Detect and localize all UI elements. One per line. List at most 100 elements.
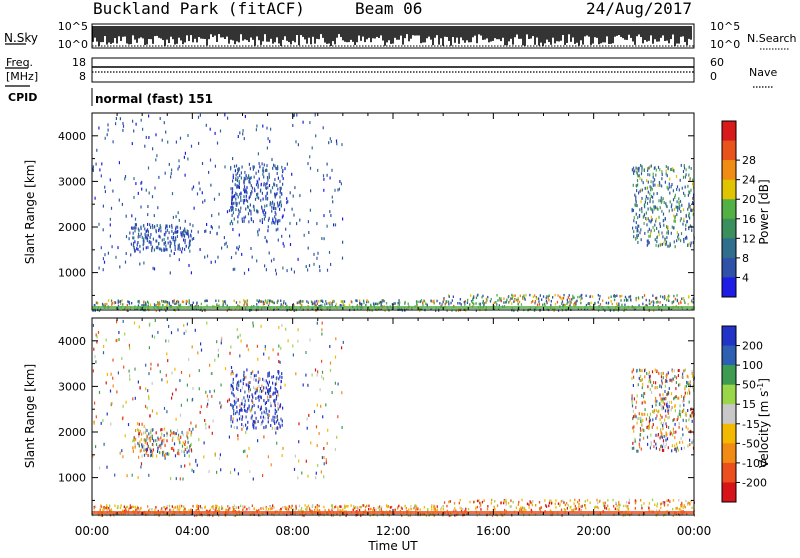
data-mark: [666, 185, 668, 189]
data-mark: [294, 454, 296, 458]
data-mark: [674, 409, 676, 413]
data-mark: [239, 131, 241, 135]
data-mark: [676, 213, 678, 217]
data-mark: [257, 405, 259, 409]
data-mark: [132, 236, 134, 240]
data-mark: [100, 421, 102, 425]
data-mark: [99, 308, 102, 311]
data-mark: [666, 379, 668, 383]
data-mark: [646, 223, 648, 227]
data-mark: [140, 181, 142, 185]
data-mark: [199, 505, 201, 508]
data-mark: [190, 448, 192, 452]
data-mark: [192, 504, 194, 508]
data-mark: [179, 413, 182, 417]
data-mark: [264, 345, 266, 348]
data-mark: [545, 299, 548, 303]
data-mark: [643, 213, 646, 217]
data-mark: [182, 441, 184, 445]
data-mark: [688, 214, 690, 218]
nave-tick-top: 60: [710, 56, 724, 69]
data-mark: [218, 506, 220, 509]
data-mark: [339, 505, 341, 508]
data-mark: [190, 508, 192, 511]
data-mark: [252, 220, 254, 224]
data-mark: [160, 229, 162, 233]
data-mark: [244, 409, 247, 413]
data-mark: [207, 402, 209, 406]
x-tick-label: 00:00: [75, 524, 110, 538]
data-mark: [648, 502, 651, 505]
data-mark: [646, 243, 648, 247]
data-mark: [659, 301, 661, 304]
data-mark: [152, 147, 154, 151]
data-mark: [308, 507, 311, 510]
data-mark: [244, 390, 246, 394]
data-mark: [661, 177, 663, 181]
data-mark: [272, 206, 275, 210]
data-mark: [218, 457, 221, 461]
data-mark: [381, 506, 383, 509]
data-mark: [196, 301, 198, 304]
data-mark: [274, 415, 276, 419]
nsky-panel-frame: [91, 23, 695, 49]
data-mark: [307, 220, 309, 224]
data-mark: [197, 507, 199, 510]
data-mark: [465, 507, 467, 511]
data-mark: [598, 297, 601, 301]
data-mark: [145, 188, 147, 192]
data-mark: [466, 301, 469, 304]
data-mark: [103, 303, 106, 306]
data-mark: [179, 226, 181, 230]
data-mark: [649, 206, 651, 210]
data-mark: [243, 376, 245, 380]
data-mark: [145, 452, 147, 455]
data-mark: [596, 498, 598, 502]
data-mark: [668, 182, 670, 186]
data-mark: [226, 245, 228, 249]
data-mark: [687, 207, 689, 211]
data-mark: [567, 504, 569, 507]
data-mark: [572, 509, 574, 512]
data-mark: [151, 434, 153, 438]
data-mark: [227, 116, 229, 120]
data-mark: [648, 506, 650, 510]
data-mark: [95, 301, 98, 305]
data-mark: [448, 295, 450, 298]
data-mark: [125, 252, 127, 255]
data-mark: [285, 302, 287, 305]
data-mark: [134, 223, 136, 227]
data-mark: [640, 416, 642, 420]
data-mark: [316, 444, 318, 448]
data-mark: [146, 436, 148, 440]
data-mark: [433, 505, 435, 509]
data-mark: [278, 509, 280, 512]
data-mark: [191, 345, 193, 349]
data-mark: [357, 513, 360, 516]
data-mark: [249, 195, 251, 198]
data-mark: [687, 444, 689, 448]
data-mark: [483, 499, 485, 502]
data-mark: [248, 196, 250, 200]
data-mark: [140, 232, 142, 236]
data-mark: [495, 301, 497, 304]
data-mark: [460, 507, 462, 510]
data-mark: [145, 230, 147, 234]
data-mark: [175, 230, 177, 234]
data-mark: [380, 302, 383, 306]
data-mark: [269, 505, 272, 508]
data-mark: [250, 184, 252, 188]
data-mark: [261, 384, 263, 388]
data-mark: [251, 405, 253, 409]
data-mark: [186, 446, 188, 450]
data-mark: [171, 392, 174, 396]
data-mark: [478, 302, 480, 306]
data-mark: [180, 403, 182, 407]
data-mark: [550, 499, 552, 502]
data-mark: [673, 294, 675, 298]
data-mark: [405, 507, 407, 510]
data-mark: [281, 174, 283, 178]
data-mark: [201, 191, 203, 195]
data-mark: [257, 233, 259, 237]
data-mark: [616, 304, 618, 307]
